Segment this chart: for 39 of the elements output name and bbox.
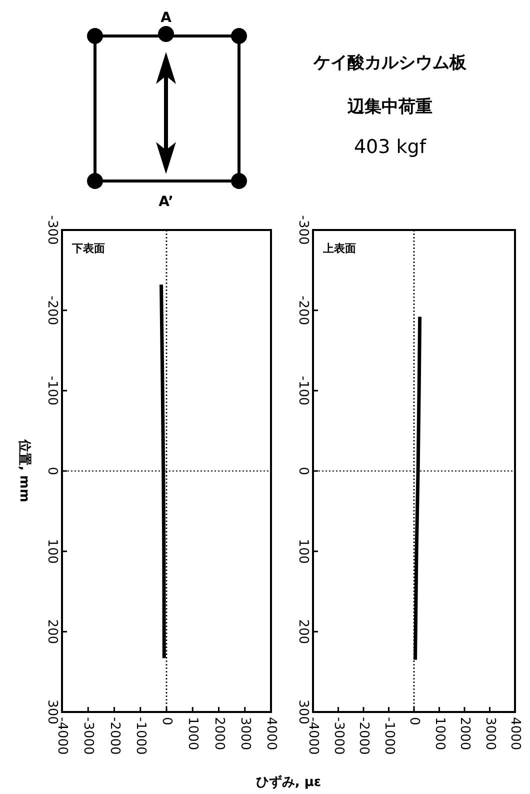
text: A — [160, 10, 172, 26]
x-tick-label: 4000 — [508, 717, 522, 750]
line-series — [160, 282, 166, 660]
x-tick-label: -1000 — [381, 717, 396, 755]
x-tick-label: 2000 — [457, 717, 472, 750]
y-tick-label: 0 — [296, 466, 310, 476]
x-tick-label: -2000 — [356, 717, 371, 755]
x-tick-label: 2000 — [211, 717, 226, 750]
x-tick-label: 3000 — [482, 717, 498, 750]
text: 403 kgf — [354, 136, 428, 158]
y-tick-label: 100 — [296, 538, 310, 564]
text: 辺集中荷重 — [346, 97, 432, 117]
y-tick-label: -300 — [296, 215, 310, 245]
x-tick-label: 1000 — [432, 717, 447, 750]
y-tick-label: -300 — [44, 215, 60, 245]
text: 上表面 — [322, 242, 356, 255]
x-tick-label: -2000 — [106, 717, 122, 755]
text: 下表面 — [71, 242, 105, 255]
y-tick-label: 0 — [44, 466, 60, 476]
y-tick-label: -200 — [44, 296, 60, 326]
x-tick-label: -3000 — [330, 717, 346, 755]
text: A’ — [158, 194, 174, 210]
x-axis-title: ひずみ, με — [256, 774, 322, 790]
y-tick-label: -100 — [296, 376, 310, 406]
y-tick-label: 200 — [44, 619, 60, 644]
x-tick-label: 3000 — [237, 717, 252, 750]
x-tick-label: -1000 — [132, 717, 148, 755]
x-tick-label: 1000 — [185, 717, 200, 750]
y-tick-label: 200 — [296, 619, 310, 644]
y-tick-label: -100 — [44, 376, 60, 406]
x-tick-label: -3000 — [80, 717, 96, 755]
y-tick-label: -200 — [296, 296, 310, 326]
y-axis-title: 位置, mm — [16, 438, 32, 502]
x-tick-label: 0 — [159, 717, 174, 726]
y-tick-label: 100 — [44, 538, 60, 564]
text: ケイ酸カルシウム板 — [312, 53, 468, 73]
x-tick-label: 0 — [406, 717, 422, 726]
line-series — [414, 315, 422, 662]
x-tick-label: 4000 — [264, 717, 278, 750]
